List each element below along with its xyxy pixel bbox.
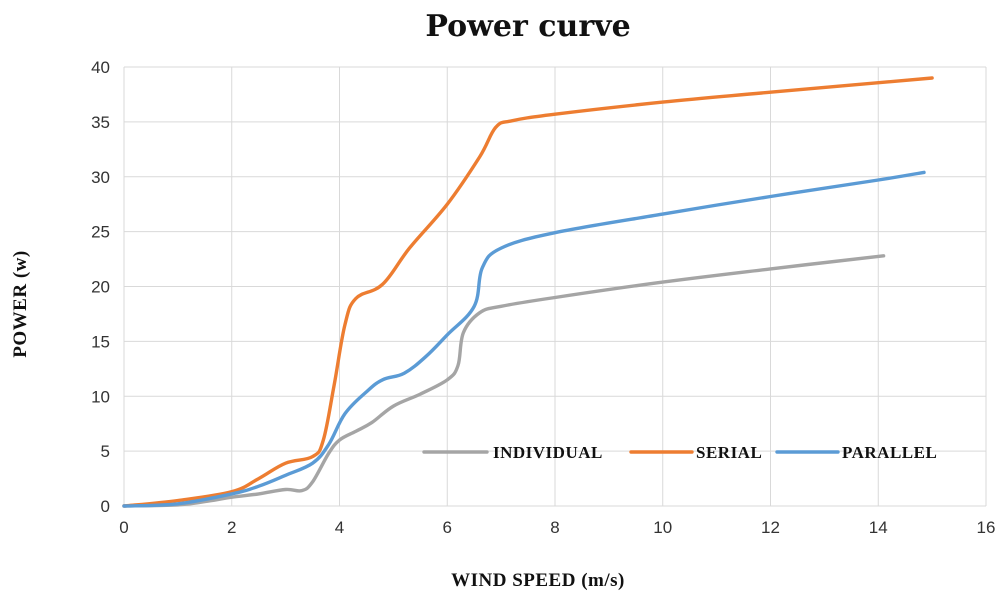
series-line-serial bbox=[122, 76, 934, 508]
x-tick-label: 4 bbox=[335, 518, 344, 537]
series-line-individual bbox=[122, 254, 886, 508]
legend-label-parallel: PARALLEL bbox=[842, 443, 937, 462]
y-tick-label: 30 bbox=[91, 168, 110, 187]
legend: INDIVIDUAL SERIAL PARALLEL bbox=[422, 443, 937, 462]
legend-label-serial: SERIAL bbox=[696, 443, 762, 462]
y-tick-label: 35 bbox=[91, 113, 110, 132]
y-tick-label: 0 bbox=[101, 497, 110, 516]
series-line-parallel bbox=[122, 170, 926, 508]
chart-title: Power curve bbox=[425, 9, 630, 44]
y-axis-label: POWER (w) bbox=[10, 250, 31, 357]
x-tick-labels: 0 2 4 6 8 10 12 14 16 bbox=[119, 518, 995, 537]
y-tick-label: 20 bbox=[91, 278, 110, 297]
y-tick-label: 5 bbox=[101, 442, 110, 461]
y-tick-labels: 0 5 10 15 20 25 30 35 40 bbox=[91, 58, 110, 516]
x-tick-label: 0 bbox=[119, 518, 128, 537]
y-tick-label: 10 bbox=[91, 387, 110, 406]
y-tick-label: 40 bbox=[91, 58, 110, 77]
x-tick-label: 2 bbox=[227, 518, 236, 537]
series-lines bbox=[122, 76, 934, 508]
legend-label-individual: INDIVIDUAL bbox=[493, 443, 603, 462]
x-tick-label: 14 bbox=[869, 518, 888, 537]
x-tick-label: 8 bbox=[550, 518, 559, 537]
x-tick-label: 12 bbox=[761, 518, 780, 537]
x-tick-label: 6 bbox=[443, 518, 452, 537]
x-tick-label: 10 bbox=[653, 518, 672, 537]
grid bbox=[123, 66, 987, 507]
y-tick-label: 15 bbox=[91, 332, 110, 351]
y-tick-label: 25 bbox=[91, 223, 110, 242]
x-axis-label: WIND SPEED (m/s) bbox=[451, 570, 625, 591]
x-tick-label: 16 bbox=[977, 518, 996, 537]
